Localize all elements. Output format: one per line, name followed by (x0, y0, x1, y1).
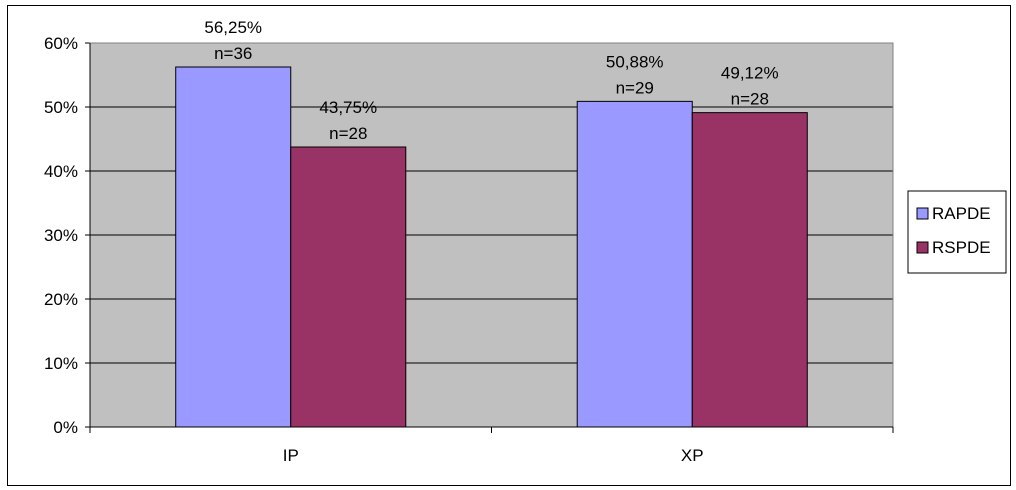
data-label-percent: 43,75% (319, 98, 377, 117)
y-tick-label: 20% (44, 290, 78, 309)
y-tick-label: 40% (44, 162, 78, 181)
data-label-count: n=28 (731, 90, 769, 109)
data-label-count: n=36 (214, 44, 252, 63)
data-label-count: n=28 (329, 124, 367, 143)
x-category-label: XP (681, 446, 704, 465)
data-label-percent: 50,88% (606, 52, 664, 71)
legend-swatch-rapde (917, 208, 928, 219)
x-category-label: IP (283, 446, 299, 465)
bar-rapde (577, 101, 692, 427)
y-tick-label: 0% (53, 418, 78, 437)
legend: RAPDE RSPDE (908, 191, 1006, 273)
data-label-percent: 56,25% (204, 18, 262, 37)
bar-rspde (291, 147, 406, 427)
y-tick-label: 10% (44, 354, 78, 373)
bar-rspde (692, 113, 807, 427)
legend-swatch-rspde (917, 242, 928, 253)
y-tick-label: 60% (44, 34, 78, 53)
data-label-count: n=29 (616, 78, 654, 97)
bar-rapde (176, 67, 291, 427)
y-tick-label: 30% (44, 226, 78, 245)
legend-label-rapde: RAPDE (932, 204, 991, 223)
data-label-percent: 49,12% (721, 64, 779, 83)
legend-label-rspde: RSPDE (932, 238, 991, 257)
y-tick-label: 50% (44, 98, 78, 117)
